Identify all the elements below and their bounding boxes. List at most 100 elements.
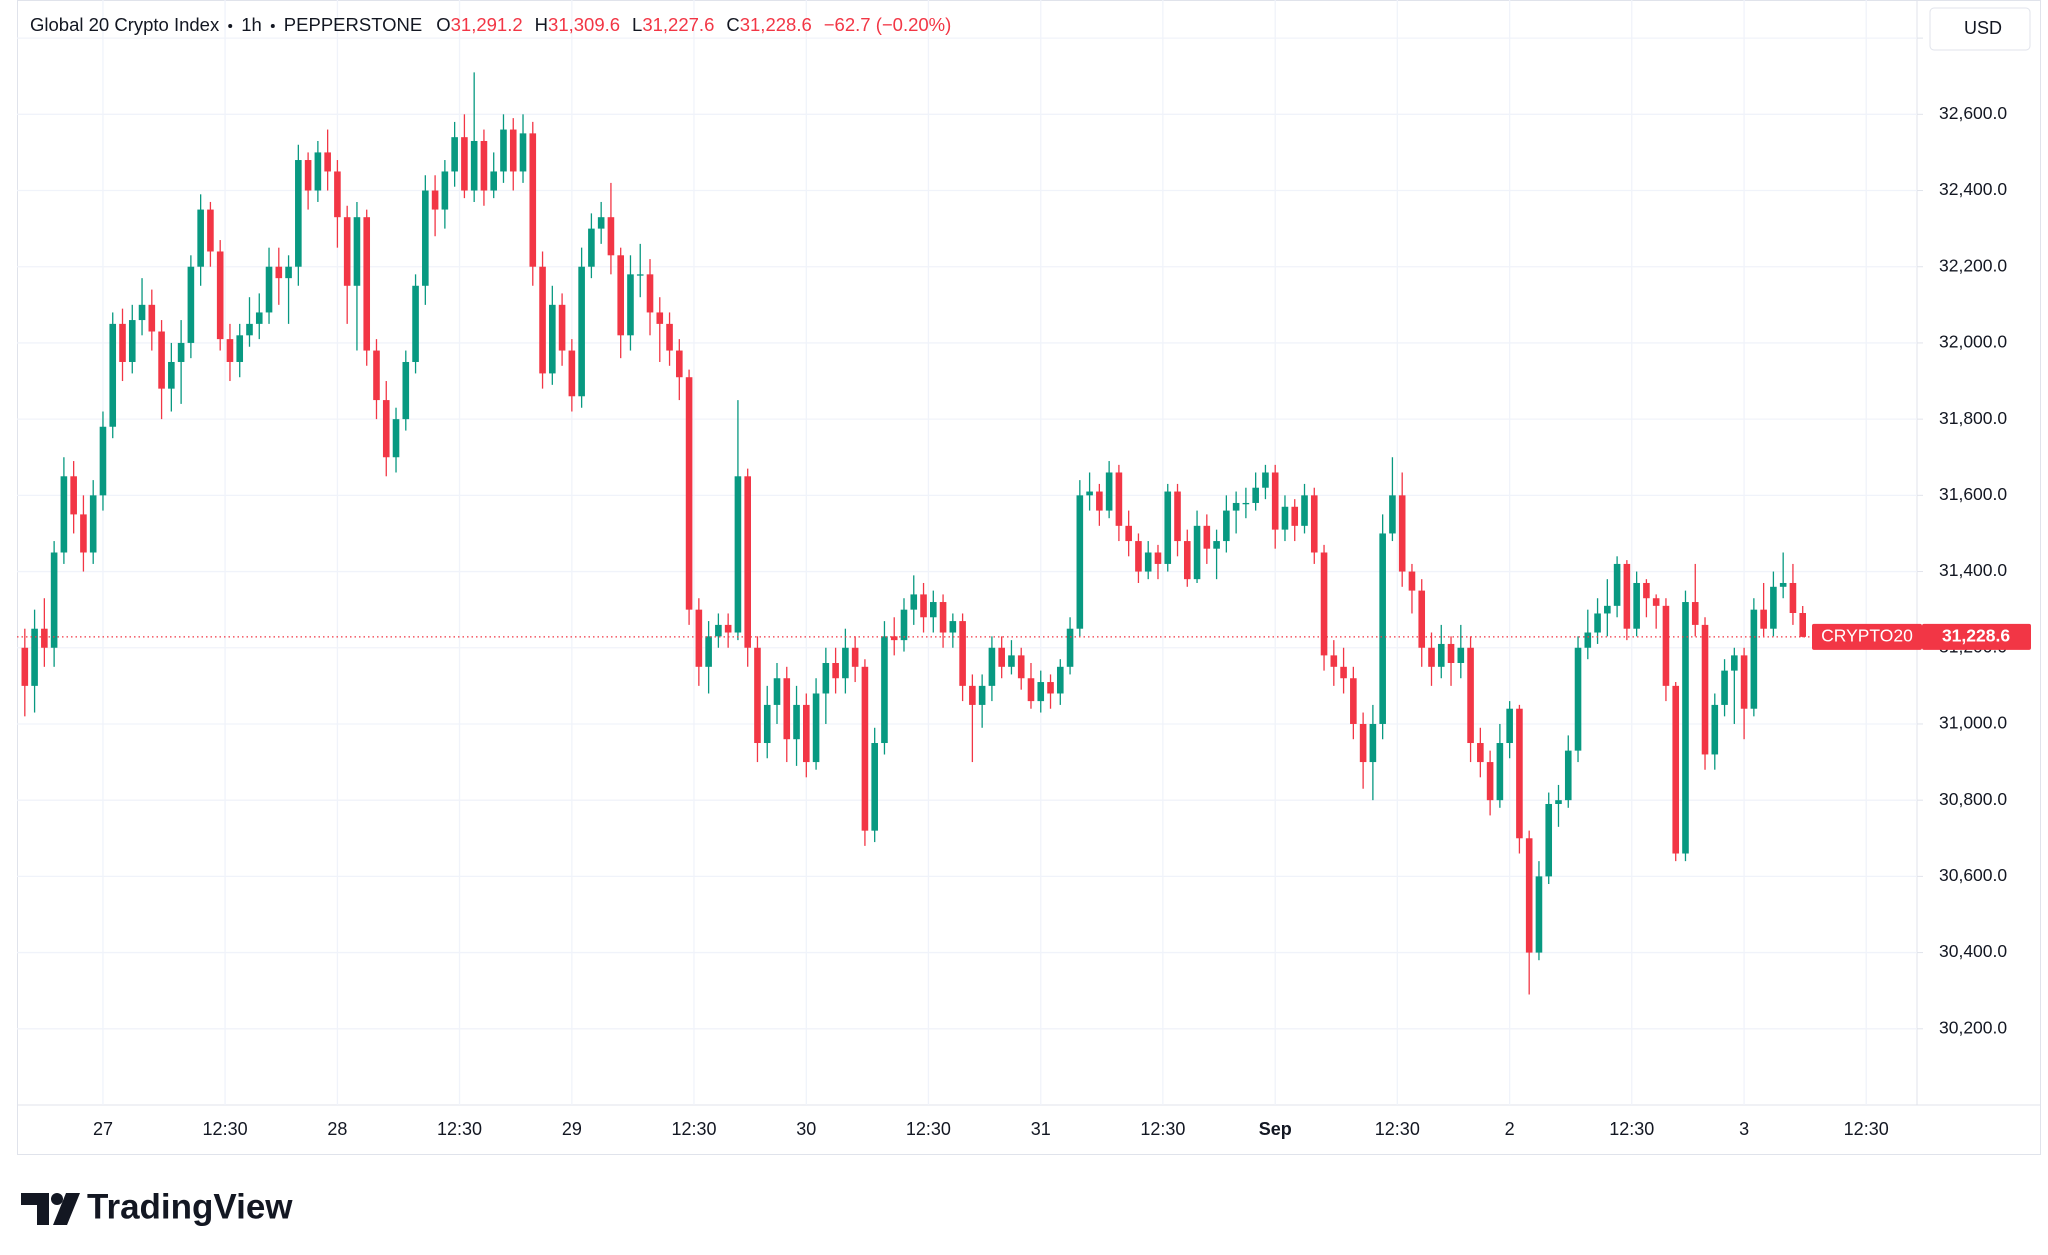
candle-body — [295, 160, 302, 267]
candle-body — [431, 190, 439, 210]
grid: 30,200.0 30,400.0 30,600.0 30,800.0 31,000.0… — [17, 0, 2007, 1139]
candle-body — [1291, 506, 1299, 526]
candle-body — [695, 609, 703, 667]
candle-body — [1447, 643, 1455, 663]
candle-body — [890, 636, 898, 641]
candle-body — [1418, 590, 1426, 648]
candle-body — [1496, 743, 1504, 801]
candle-body — [314, 152, 322, 191]
y-tick-label: 31,800.0 — [1939, 408, 2007, 428]
candle-body — [119, 323, 126, 362]
candle-body — [1350, 678, 1357, 724]
header-separator — [270, 24, 275, 28]
candle-body — [793, 704, 800, 740]
candle-body — [1535, 876, 1543, 953]
x-tick-label: 2 — [1505, 1119, 1515, 1139]
header-h-prefix: H — [535, 14, 548, 35]
logo-dot — [51, 1193, 63, 1205]
candle-body — [1662, 605, 1670, 686]
candle-body — [1144, 552, 1152, 572]
candle-body — [1545, 803, 1553, 877]
x-tick-label: 27 — [93, 1119, 113, 1139]
y-tick-label: 31,000.0 — [1939, 713, 2007, 733]
candle-body — [285, 266, 292, 279]
candle-body — [1193, 525, 1201, 580]
x-tick-label: 12:30 — [203, 1119, 248, 1139]
candle-body — [558, 304, 566, 351]
candle-body — [900, 609, 908, 641]
candle-body — [1691, 602, 1699, 625]
candle-body — [1183, 541, 1191, 580]
candle-body — [1486, 762, 1494, 801]
overlay: CRYPTO20 31,228.6 — [17, 623, 2031, 650]
candle-body — [812, 693, 820, 763]
logo-v — [53, 1193, 80, 1225]
candle-body — [236, 335, 244, 362]
candle-body — [861, 666, 869, 831]
x-tick-label: Sep — [1259, 1119, 1292, 1139]
candle-body — [490, 171, 498, 191]
tv-logo — [21, 1193, 80, 1225]
y-tick-label: 30,800.0 — [1939, 789, 2007, 809]
candle-body — [1174, 491, 1181, 542]
candle-body — [1066, 628, 1074, 667]
candle-body — [1037, 682, 1045, 702]
candle-body — [70, 476, 77, 515]
candle-body — [842, 647, 849, 679]
x-tick-label: 31 — [1031, 1119, 1051, 1139]
candle-body — [1398, 495, 1406, 572]
x-tick-label: 3 — [1739, 1119, 1749, 1139]
candle-body — [1027, 678, 1035, 702]
currency-button[interactable] — [1929, 7, 2031, 51]
x-tick-label: 29 — [562, 1119, 582, 1139]
candle-body — [470, 140, 478, 191]
x-tick-label: 12:30 — [1375, 1119, 1420, 1139]
candle-body — [324, 152, 331, 172]
header-interval: 1h — [241, 14, 262, 35]
candle-body — [1672, 685, 1680, 854]
y-tick-label: 32,600.0 — [1939, 103, 2007, 123]
candle-body — [373, 350, 380, 401]
x-tick-label: 28 — [327, 1119, 347, 1139]
candle-body — [1457, 647, 1465, 663]
symbol-tag: CRYPTO20 — [1821, 625, 1913, 645]
candle-body — [1242, 502, 1250, 505]
candle-body — [588, 228, 595, 267]
y-tick-label: 30,200.0 — [1939, 1017, 2007, 1037]
candle-body — [412, 285, 419, 362]
candle-body — [1643, 582, 1650, 599]
candle-body — [1310, 495, 1318, 553]
candle-body — [177, 342, 185, 362]
candle-body — [763, 704, 771, 744]
x-tick-label: 12:30 — [1844, 1119, 1889, 1139]
candle-body — [1271, 472, 1279, 530]
candle-body — [500, 129, 507, 172]
candle-body — [1711, 704, 1719, 755]
header-exchange: PEPPERSTONE — [284, 14, 422, 35]
candle-body — [109, 323, 117, 427]
y-tick-label: 31,600.0 — [1939, 484, 2007, 504]
candle-body — [676, 350, 683, 378]
candle-body — [1750, 609, 1758, 709]
candle-body — [158, 331, 165, 389]
candle-body — [1203, 525, 1211, 549]
candle-body — [1232, 502, 1240, 511]
currency[interactable]: USD — [1964, 18, 2002, 38]
candle-body — [744, 476, 751, 648]
candle-body — [128, 320, 136, 362]
candle-body — [685, 377, 693, 610]
candle-body — [1525, 838, 1533, 953]
candle-body — [1115, 472, 1123, 526]
candle-body — [568, 350, 576, 397]
candle-body — [1154, 552, 1162, 564]
candle-body — [1760, 609, 1767, 629]
candle-body — [803, 704, 810, 763]
candle-body — [1731, 655, 1738, 671]
candle-body — [41, 628, 48, 648]
candle-body — [1779, 582, 1787, 587]
candle-body — [920, 594, 927, 618]
candle-body — [89, 495, 97, 553]
candle-body — [60, 476, 68, 553]
header-separator — [228, 24, 233, 28]
